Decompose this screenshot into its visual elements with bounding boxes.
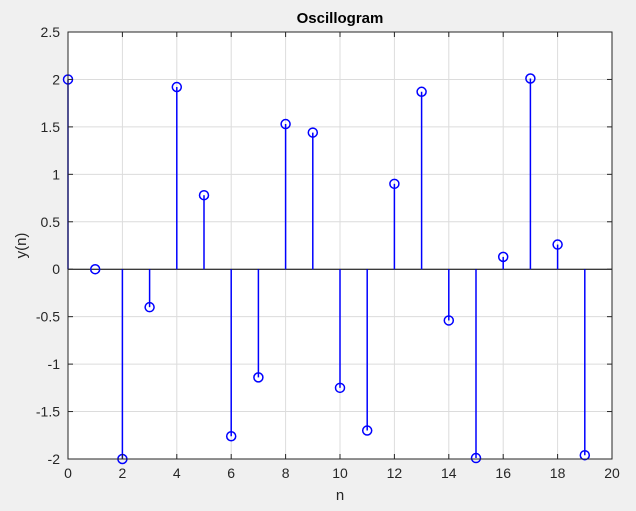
y-tick-label: -0.5 — [36, 309, 60, 325]
stem-marker — [361, 425, 373, 436]
x-tick-label: 18 — [550, 465, 566, 481]
stem-marker — [280, 118, 291, 130]
stem-marker — [334, 382, 346, 394]
stem-marker — [470, 452, 482, 464]
y-tick-labels: 2.5 2 1.5 1 0.5 0 -0.5 -1 -1.5 -2 — [36, 24, 60, 467]
y-tick-label: -2 — [48, 451, 61, 467]
stem-marker — [144, 301, 155, 313]
stems — [62, 73, 591, 465]
x-tick-label: 12 — [387, 465, 403, 481]
stem-marker — [253, 372, 264, 383]
stem-marker — [307, 127, 319, 138]
x-tick-label: 20 — [604, 465, 620, 481]
stem-marker — [198, 189, 210, 201]
stem-marker — [416, 86, 427, 98]
y-axis-label: y(n) — [13, 233, 30, 259]
x-tick-label: 14 — [441, 465, 457, 481]
y-tick-label: 1 — [52, 166, 60, 182]
x-tick-label: 2 — [119, 465, 127, 481]
stem-marker — [579, 449, 591, 461]
y-tick-label: 2.5 — [41, 24, 61, 40]
y-tick-label: -1 — [48, 356, 61, 372]
y-tick-label: -1.5 — [36, 404, 60, 420]
y-tick-label: 0 — [52, 261, 60, 277]
y-tick-label: 1.5 — [41, 119, 61, 135]
stem-marker — [552, 239, 563, 250]
stem-marker — [225, 430, 237, 442]
x-tick-labels: 0 2 4 6 8 10 12 14 16 18 20 — [64, 465, 620, 481]
x-tick-label: 8 — [282, 465, 290, 481]
y-tick-label: 0.5 — [41, 214, 61, 230]
x-tick-label: 0 — [64, 465, 72, 481]
x-axis-label: n — [336, 487, 344, 504]
x-tick-label: 10 — [332, 465, 348, 481]
stem-marker — [389, 178, 400, 190]
stem-marker — [89, 263, 101, 275]
stem-marker — [525, 73, 536, 84]
x-tick-label: 4 — [173, 465, 181, 481]
stem-marker — [171, 81, 183, 93]
stem-marker — [443, 315, 455, 326]
x-tick-label: 6 — [227, 465, 235, 481]
y-tick-label: 2 — [52, 71, 60, 87]
axis-ticks — [67, 31, 613, 460]
stem-marker — [497, 251, 509, 263]
x-tick-label: 16 — [495, 465, 511, 481]
chart-title: Oscillogram — [297, 10, 384, 27]
